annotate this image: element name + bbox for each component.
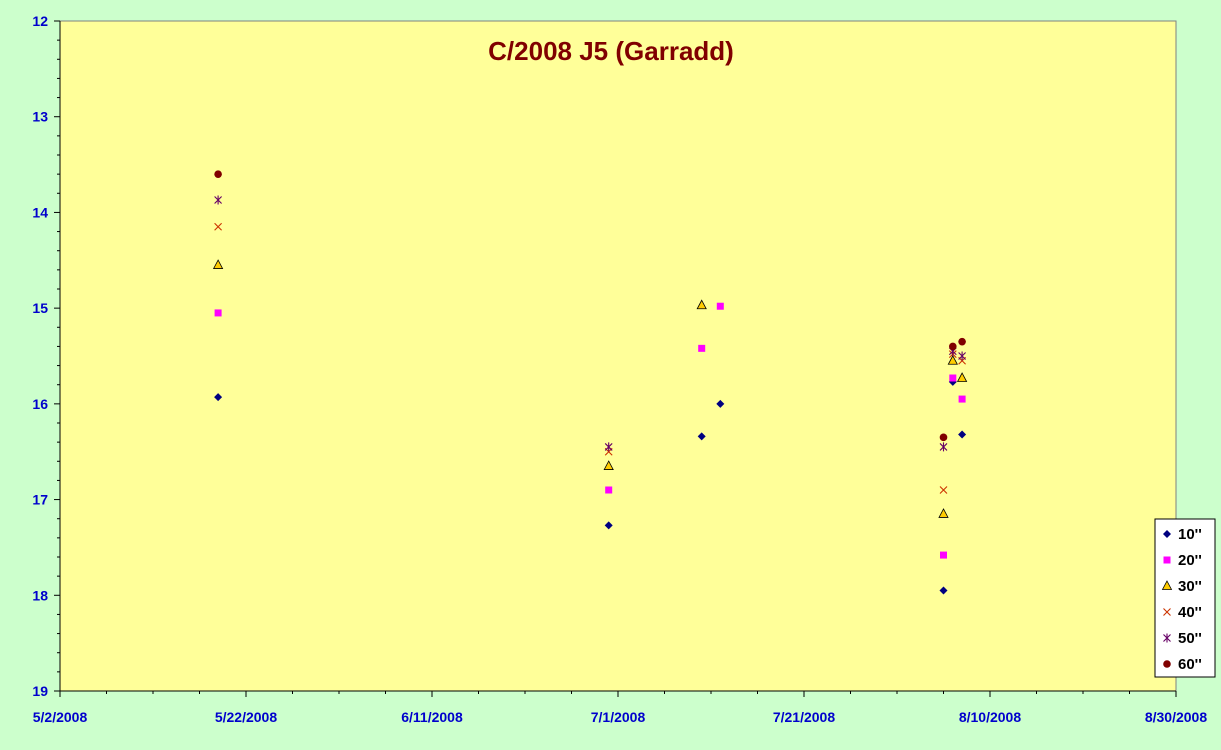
data-point <box>214 222 222 231</box>
legend-marker <box>1161 580 1173 590</box>
y-tick-label: 19 <box>32 683 48 699</box>
data-point <box>949 342 957 351</box>
y-tick-label: 18 <box>32 587 48 603</box>
data-point <box>938 508 949 518</box>
data-point <box>697 432 706 441</box>
data-point <box>716 399 725 408</box>
legend-label: 10'' <box>1178 526 1202 543</box>
data-point <box>214 170 222 178</box>
legend-marker <box>1163 633 1171 643</box>
legend: 10'' 20'' 30'' 40'' 50'' 60'' <box>1154 518 1216 678</box>
legend-marker <box>1163 660 1171 668</box>
series-3 <box>212 259 968 518</box>
data-point <box>958 430 967 439</box>
legend-label: 60'' <box>1178 656 1202 673</box>
data-point <box>698 344 706 352</box>
y-tick-label: 14 <box>32 204 48 220</box>
data-point <box>939 486 948 494</box>
y-tick-label: 13 <box>32 109 48 125</box>
x-tick-label: 8/10/2008 <box>959 709 1021 725</box>
axes: 12 13 14 15 16 17 18 19 5/2/2008 5/22/2008 6/11/20… <box>32 13 1207 725</box>
data-point <box>212 259 224 269</box>
y-tick-label: 16 <box>32 396 48 412</box>
y-tick-label: 17 <box>32 492 48 508</box>
data-point <box>958 395 966 403</box>
series-4 <box>214 222 966 494</box>
data-point <box>604 521 613 530</box>
x-tick-label: 8/30/2008 <box>1145 709 1207 725</box>
data-point <box>940 551 947 559</box>
data-point <box>214 393 223 402</box>
data-point <box>958 351 966 361</box>
data-point <box>214 195 222 205</box>
data-point <box>605 486 613 494</box>
x-tick-label: 5/2/2008 <box>33 709 88 725</box>
legend-marker <box>1163 530 1171 538</box>
series-1 <box>214 377 967 595</box>
data-point <box>939 586 948 595</box>
legend-label: 40'' <box>1178 604 1202 621</box>
legend-label: 20'' <box>1178 552 1202 569</box>
legend-label: 50'' <box>1178 630 1202 647</box>
data-point <box>949 374 957 382</box>
data-point <box>947 354 958 365</box>
x-tick-label: 7/21/2008 <box>773 709 835 725</box>
legend-box <box>1154 518 1216 678</box>
data-point <box>939 433 948 442</box>
y-tick-label: 12 <box>32 13 48 29</box>
plot-area <box>59 20 1177 692</box>
data-point <box>939 442 948 452</box>
legend-label: 30'' <box>1178 578 1202 595</box>
x-tick-label: 6/11/2008 <box>401 709 463 725</box>
data-point <box>716 302 724 310</box>
series-5 <box>214 195 966 452</box>
data-points <box>212 170 968 595</box>
y-tick-label: 15 <box>32 300 48 316</box>
data-point <box>604 442 613 452</box>
data-point <box>214 309 222 317</box>
legend-marker <box>1163 556 1171 564</box>
data-point <box>956 372 968 382</box>
series-6 <box>214 170 966 442</box>
data-point <box>958 337 966 346</box>
series-2 <box>214 302 966 559</box>
x-tick-label: 5/22/2008 <box>215 709 277 725</box>
x-tick-label: 7/1/2008 <box>591 709 646 725</box>
data-point <box>696 299 707 310</box>
data-point <box>603 460 614 470</box>
chart-title: C/2008 J5 (Garradd) <box>488 36 734 66</box>
legend-marker <box>1163 608 1171 616</box>
